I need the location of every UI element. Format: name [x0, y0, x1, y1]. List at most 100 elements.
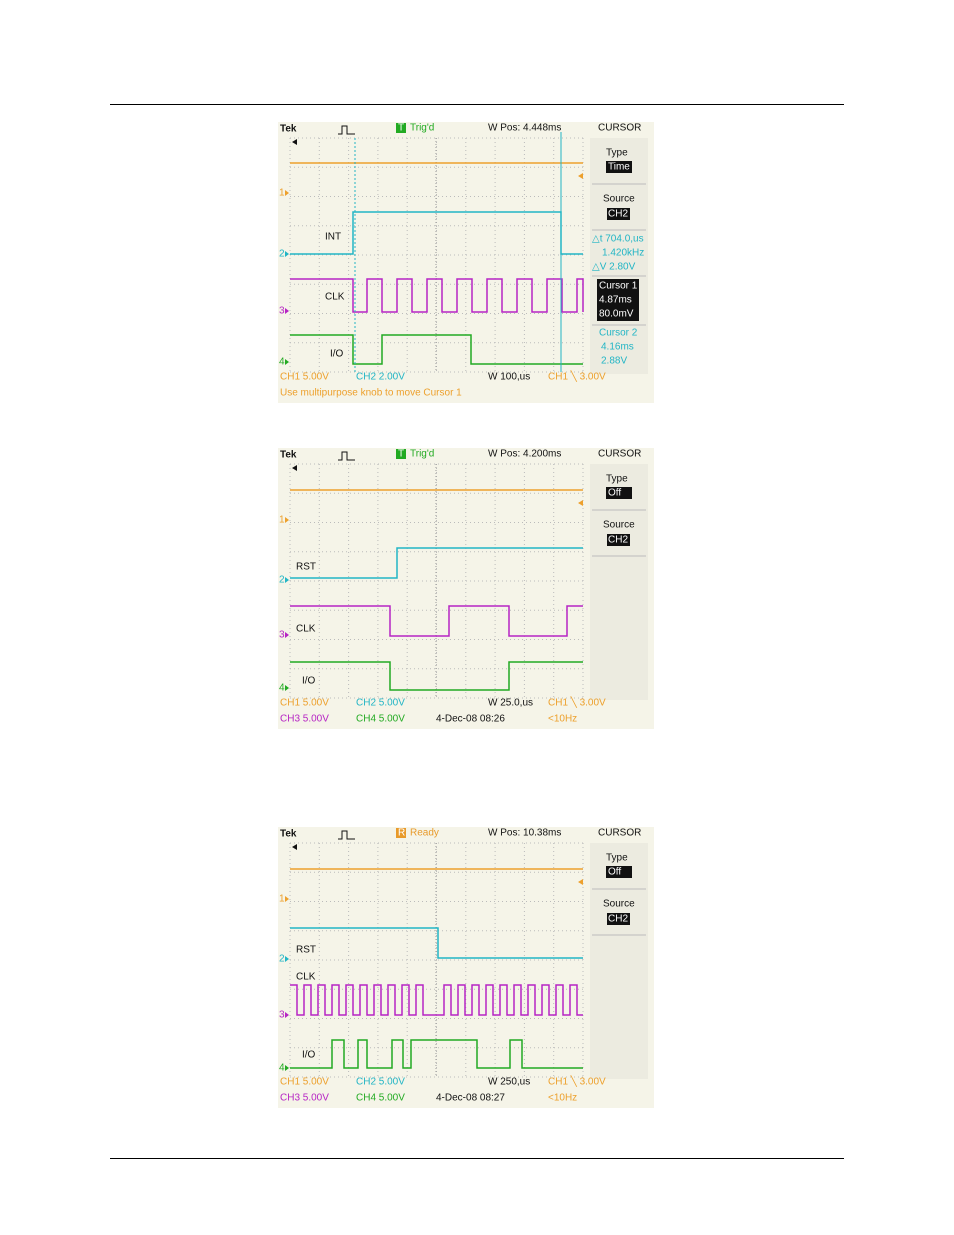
status-text: Use multipurpose knob to move Cursor 1	[280, 388, 462, 399]
marker-arrow	[285, 1065, 289, 1071]
source-label: Source	[603, 194, 635, 205]
channel-label: CLK	[296, 624, 316, 635]
status-text: CH2 2.00V	[356, 372, 405, 383]
ch2-trace	[290, 547, 583, 579]
marker-arrow	[285, 632, 289, 638]
channel-marker: 2	[279, 249, 285, 260]
status-text: CH4 5.00V	[356, 714, 405, 725]
marker-arrow	[285, 685, 289, 691]
source-value: CH2	[608, 914, 628, 925]
status-text: CH4 5.00V	[356, 1093, 405, 1104]
type-label: Type	[606, 853, 628, 864]
cursor2-text: 2.88V	[601, 356, 627, 367]
brand: Tek	[280, 124, 297, 135]
status-text: W 100,us	[488, 372, 530, 383]
status-text: CH1 5.00V	[280, 698, 329, 709]
cursor1-box	[597, 279, 639, 321]
wpos: W Pos: 10.38ms	[488, 828, 561, 839]
scope-screen: Tek R Ready W Pos: 10.38ms CURSOR Type Off Sour…	[278, 827, 654, 1108]
status-text: <10Hz	[548, 714, 577, 725]
channel-marker: 1	[279, 188, 285, 199]
channel-marker: 4	[279, 683, 285, 694]
source-value: CH2	[608, 535, 628, 546]
cursor-readout: △V 2.80V	[592, 262, 636, 273]
menu-title: CURSOR	[598, 828, 641, 839]
status-text: CH2 5.00V	[356, 1077, 405, 1088]
ch2-trace	[290, 927, 583, 959]
channel-marker: 3	[279, 306, 285, 317]
channel-marker: 4	[279, 1063, 285, 1074]
type-value-box	[606, 161, 632, 173]
channel-label: CLK	[325, 292, 345, 303]
trigger-arrow	[578, 879, 583, 885]
cursor2-text: 4.16ms	[601, 342, 634, 353]
menu-title: CURSOR	[598, 123, 641, 134]
marker-arrow	[285, 577, 289, 583]
status-text: CH2 5.00V	[356, 698, 405, 709]
type-label: Type	[606, 148, 628, 159]
cursor2-text: Cursor 2	[599, 328, 638, 339]
trigger-icon-box	[396, 449, 406, 459]
marker-arrow	[285, 251, 289, 257]
channel-marker: 4	[279, 357, 285, 368]
channel-marker: 3	[279, 630, 285, 641]
menu-bg	[590, 138, 648, 374]
trigger-state: Ready	[410, 828, 439, 839]
ch3-trace	[290, 278, 584, 313]
cursor1-text: 80.0mV	[599, 309, 634, 320]
wpos: W Pos: 4.200ms	[488, 449, 561, 460]
acq-icon	[338, 830, 355, 840]
acq-icon	[338, 125, 355, 135]
cursor1-text: 4.87ms	[599, 295, 632, 306]
trigger-state: Trig'd	[410, 123, 434, 134]
menu-title: CURSOR	[598, 449, 641, 460]
marker-arrow	[285, 308, 289, 314]
trigger-state: Trig'd	[410, 449, 434, 460]
scope-screen: Tek T Trig'd W Pos: 4.200ms CURSOR Type Off Sou…	[278, 448, 654, 729]
status-text: 4-Dec-08 08:26	[436, 714, 505, 725]
source-value-box	[607, 534, 630, 546]
status-text: CH3 5.00V	[280, 1093, 329, 1104]
channel-label: RST	[296, 562, 316, 573]
ch3-trace	[290, 605, 583, 637]
trigger-icon-box	[396, 123, 406, 133]
marker-arrow	[285, 190, 289, 196]
type-value: Off	[608, 488, 621, 499]
footer-rule	[110, 1158, 844, 1159]
type-value: Time	[608, 162, 630, 173]
status-text: W 250,us	[488, 1077, 530, 1088]
channel-label: RST	[296, 945, 316, 956]
type-value-box	[606, 487, 632, 499]
cursor1-text: Cursor 1	[599, 281, 638, 292]
channel-label: CLK	[296, 972, 316, 983]
channel-label: I/O	[330, 349, 344, 360]
source-value-box	[607, 913, 630, 925]
marker-arrow	[285, 1012, 289, 1018]
time-arrow	[292, 465, 297, 471]
type-value-box	[606, 866, 632, 878]
status-text: CH3 5.00V	[280, 714, 329, 725]
wpos: W Pos: 4.448ms	[488, 123, 561, 134]
time-arrow	[292, 844, 297, 850]
brand: Tek	[280, 829, 297, 840]
status-text: W 25.0,us	[488, 698, 533, 709]
status-text: CH1 ╲ 3.00V	[548, 1075, 606, 1088]
menu-bg	[590, 464, 648, 700]
status-text: CH1 5.00V	[280, 372, 329, 383]
cursor-readout: 1.420kHz	[602, 248, 644, 259]
marker-arrow	[285, 956, 289, 962]
source-label: Source	[603, 899, 635, 910]
status-text: 4-Dec-08 08:27	[436, 1093, 505, 1104]
brand: Tek	[280, 450, 297, 461]
ch2-trace	[290, 211, 583, 255]
ch4-trace	[290, 1039, 583, 1069]
channel-label: INT	[325, 232, 341, 243]
type-label: Type	[606, 474, 628, 485]
menu-bg	[590, 843, 648, 1079]
marker-arrow	[285, 359, 289, 365]
trigger-icon: T	[398, 449, 404, 460]
ch3-trace	[290, 984, 583, 1016]
cursor-readout: △t 704.0,us	[592, 234, 644, 245]
trigger-icon: T	[398, 123, 404, 134]
